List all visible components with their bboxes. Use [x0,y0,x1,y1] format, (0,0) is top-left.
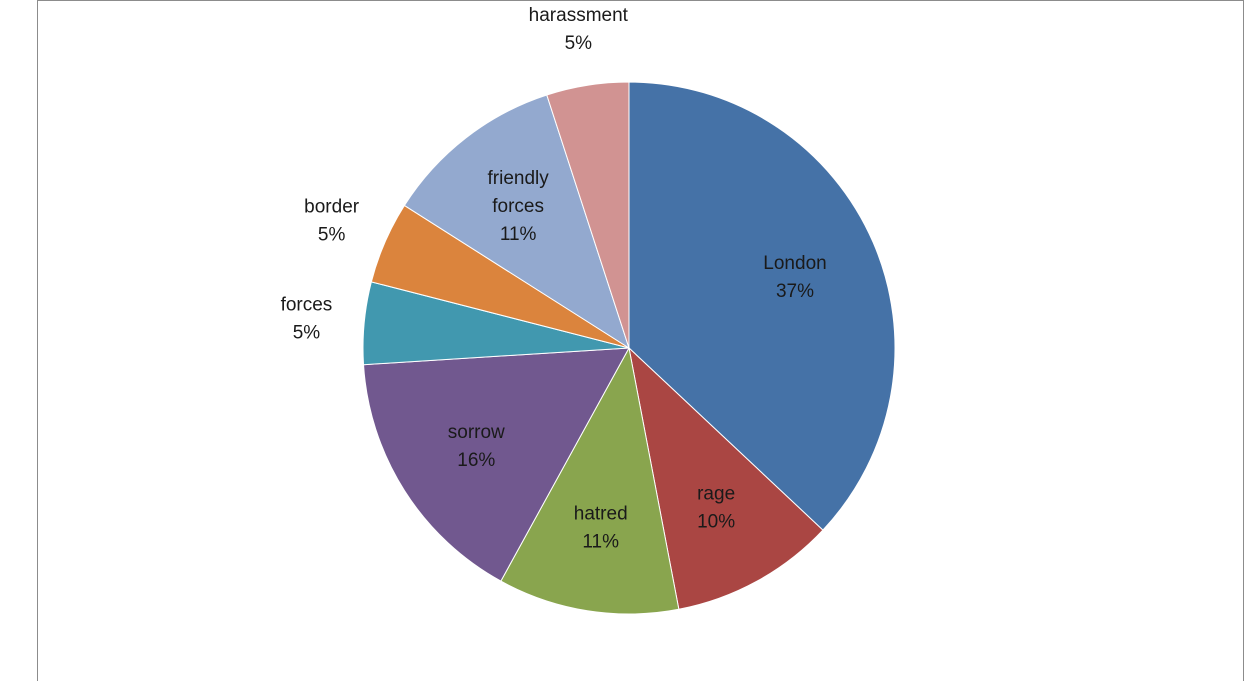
pie-slice-sorrow [362,347,630,582]
data-label-category: sorrow [448,422,505,443]
data-label-percent: 5% [318,224,346,245]
pie-slices [362,81,896,615]
pie-labels: London 37% rage 10% hatred 11% sorrow 16% forces… [281,5,827,553]
data-label-category: harassment [529,5,629,26]
data-label-rage: rage 10% [697,484,735,533]
data-label-percent: 11% [582,532,619,553]
data-label-category: border [304,196,360,217]
pie-slice-harassment [546,81,630,349]
data-label-category: forces [281,295,333,316]
data-label-sorrow: sorrow 16% [448,422,505,471]
data-label-percent: 11% [500,224,537,245]
data-label-border: border 5% [304,196,360,245]
data-label-friendly-forces: friendly forces 11% [488,168,550,245]
pie-slice-friendly-forces [403,94,630,350]
data-label-percent: 10% [697,512,735,533]
data-label-percent: 5% [293,323,321,344]
data-label-percent: 5% [565,33,593,54]
data-label-harassment: harassment 5% [529,5,629,54]
data-label-forces: forces 5% [281,295,333,344]
data-label-category: rage [697,484,735,505]
pie-slice-london [628,81,896,531]
data-label-category: friendly [488,168,550,189]
data-label-category: London [763,253,826,274]
data-label-category: hatred [574,504,628,525]
pie-slice-rage [628,346,824,610]
data-label-hatred: hatred 11% [574,504,628,553]
data-label-london: London 37% [763,253,826,302]
pie-slice-hatred [500,346,680,615]
data-label-percent: 37% [776,281,814,302]
data-label-percent: 16% [457,450,495,471]
data-label-category: forces [492,196,544,217]
